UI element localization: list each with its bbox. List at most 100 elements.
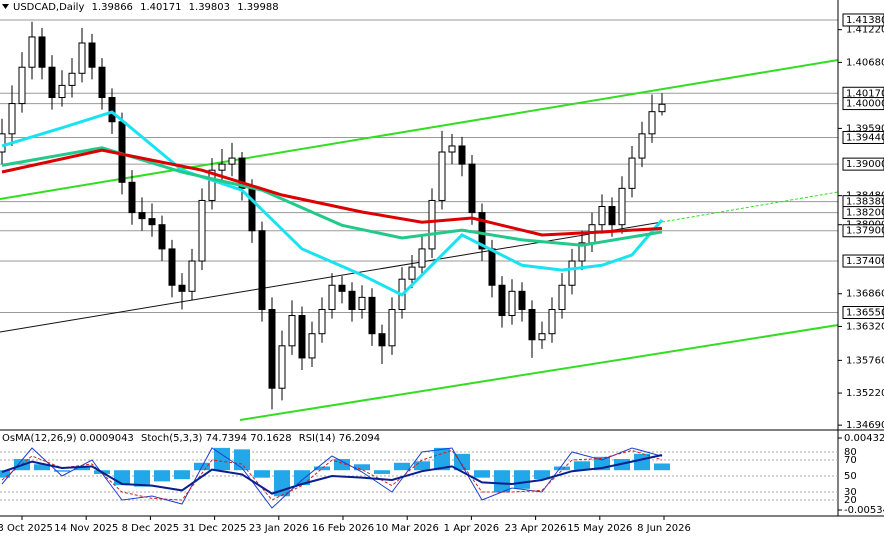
candle-body [48, 66, 56, 99]
candle-body [148, 218, 156, 226]
y-tick-label: 1.35220 [846, 388, 884, 399]
osma-bar [314, 466, 330, 471]
osma-bar [334, 459, 350, 471]
trend-line [0, 221, 663, 333]
level-label: 1.39440 [846, 132, 884, 143]
candle-body [468, 163, 476, 214]
candle-body [608, 206, 616, 226]
osma-value: 0.0009043 [80, 433, 134, 444]
candle-body [18, 66, 26, 105]
x-tick-label: 23 Jan 2026 [249, 523, 309, 534]
level-label: 1.37400 [846, 256, 884, 267]
level-box [842, 13, 884, 27]
candle-body [328, 284, 336, 310]
osma-bar [634, 453, 650, 471]
x-tick-label: 15 May 2026 [567, 523, 632, 534]
candle-body [618, 187, 626, 226]
osc-level-label: 20 [844, 495, 857, 506]
moving-average [1, 146, 663, 247]
level-label: 1.38200 [846, 208, 884, 219]
osma-bar [434, 447, 450, 471]
candle-body [88, 42, 96, 68]
candle-body [488, 248, 496, 286]
osma-bar [474, 470, 490, 478]
rsi [1, 454, 663, 495]
candle-body [258, 230, 266, 310]
candle-body [458, 145, 466, 165]
candle-body [408, 266, 416, 280]
osma-bar [214, 447, 230, 471]
candle-body [158, 224, 166, 250]
high: 1.40171 [140, 2, 181, 13]
level-label: 1.41380 [846, 15, 884, 26]
candle-body [298, 315, 306, 359]
candle-body [168, 248, 176, 286]
candle-body [198, 199, 206, 262]
osma-bar [414, 461, 430, 471]
candle-body [418, 248, 426, 268]
osma-label: OsMA(12,26,9) [2, 433, 77, 444]
candle-body [108, 97, 116, 123]
menu-triangle[interactable] [2, 4, 9, 9]
osma-bar [574, 461, 590, 471]
candle-body [638, 133, 646, 159]
x-tick-label: 8 Dec 2025 [122, 523, 180, 534]
candle-body [628, 157, 636, 189]
osc-level-label: 80 [844, 447, 857, 458]
candle-body [0, 133, 6, 153]
level-box [842, 306, 884, 320]
osma-bar [554, 466, 570, 471]
level-box [842, 206, 884, 220]
stoch-signal-value: 70.1628 [250, 433, 291, 444]
candle-body [78, 42, 86, 74]
rsi-label: RSI(14) [299, 433, 336, 444]
stoch-main [1, 447, 663, 509]
candle-body [558, 284, 566, 310]
x-tick-label: 10 Mar 2026 [375, 523, 438, 534]
level-box [842, 97, 884, 111]
candle-body [238, 157, 246, 189]
candle-body [388, 308, 396, 347]
levels [0, 19, 838, 314]
close: 1.39988 [237, 2, 278, 13]
candle-body [358, 296, 366, 310]
candle-body [368, 296, 376, 335]
moving-average [1, 148, 663, 237]
candle-body [8, 103, 16, 135]
candle-body [658, 103, 666, 113]
osma-bar [154, 470, 170, 482]
moving-average [1, 110, 664, 297]
osma-tick-label: -0.005342 [844, 505, 884, 516]
osc-level-label: 70 [844, 455, 857, 466]
stoch-signal [1, 449, 663, 501]
candle-body [528, 308, 536, 341]
y-tick-label: 1.35760 [846, 355, 884, 366]
candle-body [648, 111, 656, 135]
x-tick-label: 16 Feb 2026 [312, 523, 374, 534]
osma-bar [534, 470, 550, 480]
osc-level-label: 30 [844, 487, 857, 498]
candle-body [308, 333, 316, 359]
level-label: 1.38380 [846, 197, 884, 208]
level-box [842, 157, 884, 171]
candle-body [538, 333, 546, 341]
candle-body [248, 187, 256, 232]
candle-body [288, 315, 296, 347]
candle-body [378, 333, 386, 347]
level-label: 1.39000 [846, 159, 884, 170]
candle-body [578, 242, 586, 262]
y-tick-label: 1.39590 [846, 123, 884, 134]
x-tick-label: 1 Apr 2026 [444, 523, 499, 534]
x-tick-label: 23 Oct 2025 [0, 523, 53, 534]
osc-level-label: 50 [844, 471, 857, 482]
y-tick-label: 1.41220 [846, 25, 884, 36]
level-label: 1.37900 [846, 226, 884, 237]
candle-body [598, 206, 606, 226]
candle-body [228, 157, 236, 165]
osma-bar [294, 470, 310, 486]
level-label: 1.36550 [846, 308, 884, 319]
osma-bar [254, 470, 270, 478]
candle-body [348, 290, 356, 310]
